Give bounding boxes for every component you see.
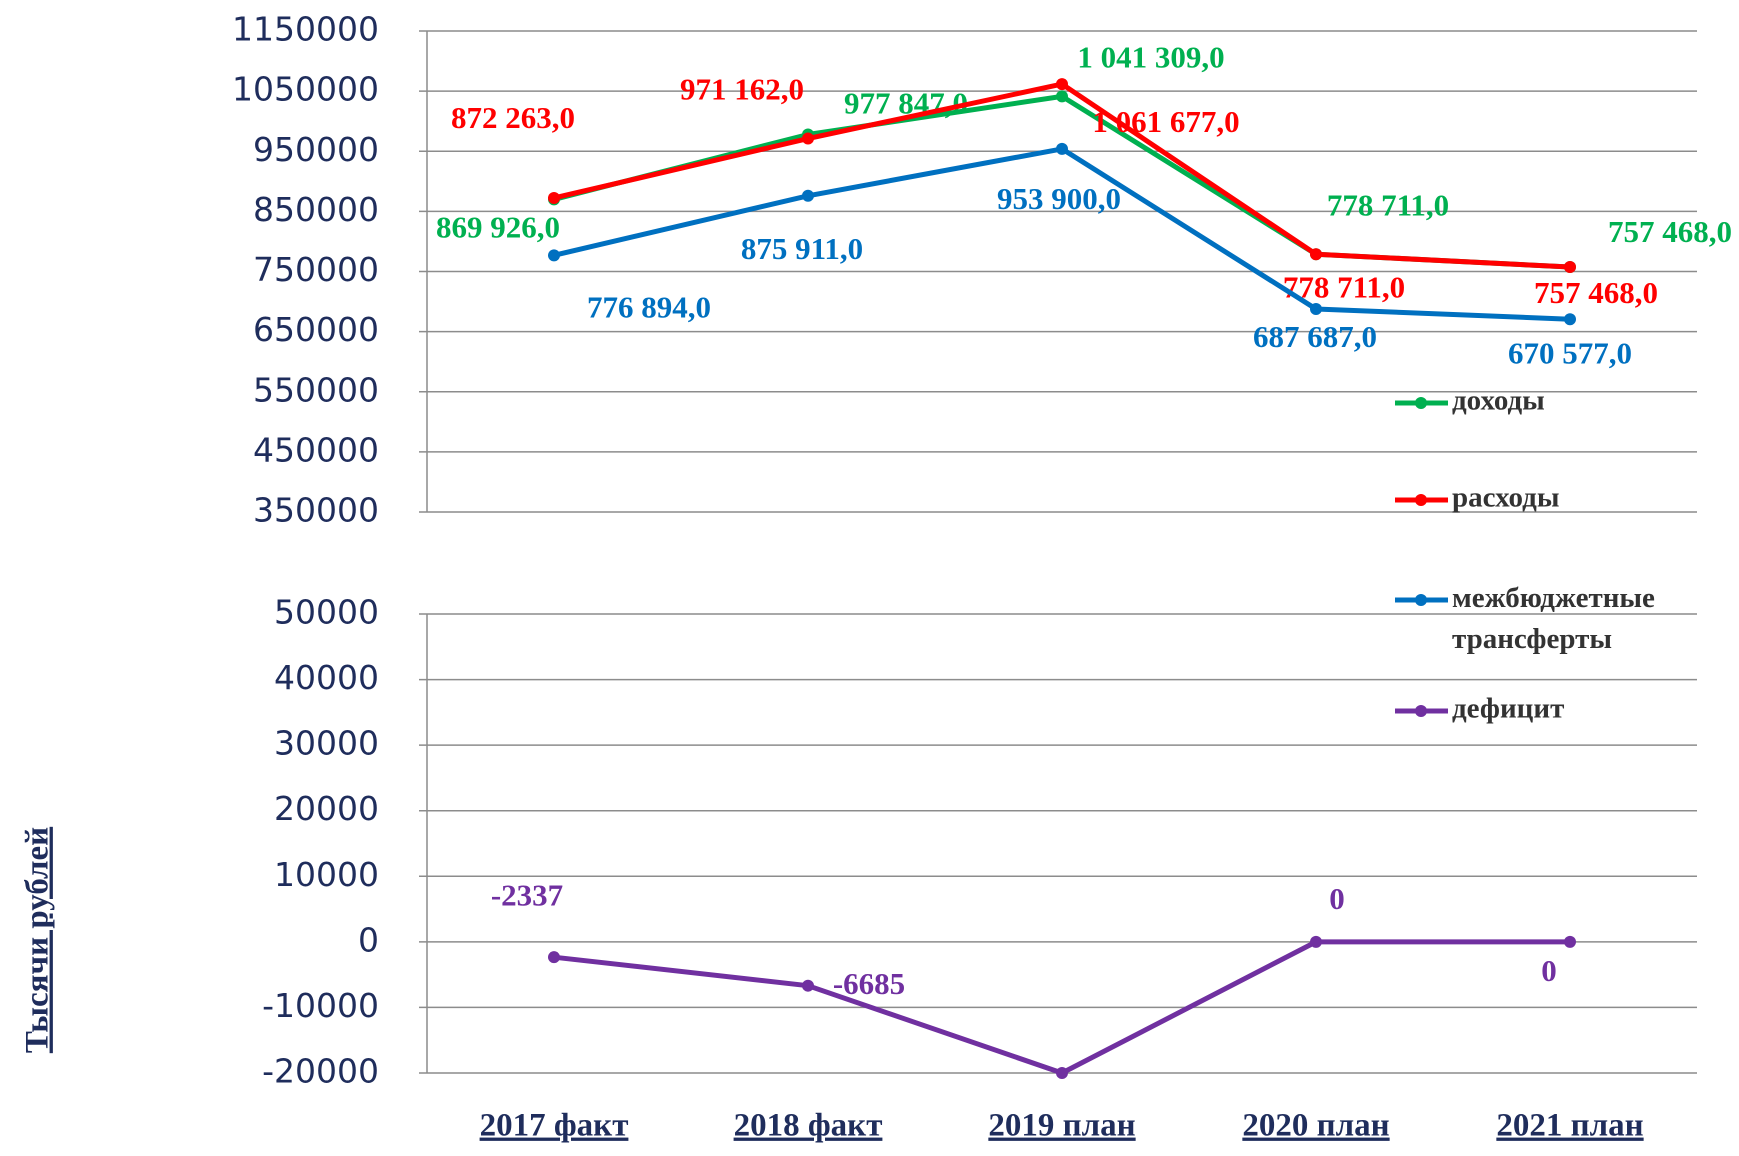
legend-marker — [1415, 594, 1427, 606]
y-tick-label: 1050000 — [232, 70, 379, 109]
y-tick-label: 50000 — [274, 593, 379, 632]
y-tick-label: 40000 — [274, 658, 379, 697]
marker — [1056, 1067, 1068, 1079]
y-tick-label: -20000 — [262, 1052, 379, 1091]
x-tick-label: 2019 план — [988, 1108, 1135, 1144]
marker — [1310, 248, 1322, 261]
x-tick-label: 2017 факт — [480, 1108, 629, 1144]
marker — [548, 951, 560, 964]
data-label: 776 894,0 — [587, 289, 711, 324]
y-tick-label: -10000 — [262, 986, 379, 1025]
marker — [802, 979, 814, 992]
y-axis-label: Тысячи рублей — [20, 827, 56, 1053]
marker — [802, 189, 814, 202]
data-label: 1 061 677,0 — [1092, 104, 1239, 139]
marker — [1056, 78, 1068, 91]
legend-label: расходы — [1452, 482, 1560, 514]
y-tick-label: 650000 — [253, 310, 379, 349]
marker — [1056, 142, 1068, 155]
legend-marker — [1415, 494, 1427, 506]
data-label: 0 — [1329, 881, 1345, 916]
y-tick-label: 350000 — [253, 491, 379, 530]
marker — [1056, 90, 1068, 103]
data-label: 872 263,0 — [451, 100, 575, 135]
data-label: 0 — [1541, 953, 1557, 988]
data-label: 869 926,0 — [436, 210, 560, 245]
marker — [1310, 935, 1322, 948]
marker — [1564, 935, 1576, 948]
x-tick-label: 2020 план — [1242, 1108, 1389, 1144]
y-tick-label: 30000 — [274, 724, 379, 763]
y-tick-label: 0 — [358, 920, 379, 959]
y-tick-label: 950000 — [253, 130, 379, 169]
data-label: -2337 — [491, 877, 563, 912]
data-label: 977 847,0 — [844, 86, 968, 121]
y-tick-label: 1150000 — [232, 10, 379, 49]
data-label: 778 711,0 — [1327, 187, 1449, 222]
marker — [548, 191, 560, 204]
marker — [1564, 261, 1576, 274]
data-label: -6685 — [833, 966, 905, 1001]
data-label: 1 041 309,0 — [1077, 39, 1224, 74]
marker — [1564, 313, 1576, 326]
series-line — [553, 81, 1571, 270]
data-label: 953 900,0 — [997, 181, 1121, 216]
data-label: 670 577,0 — [1508, 335, 1632, 370]
y-tick-label: 750000 — [253, 250, 379, 289]
y-tick-label: 850000 — [253, 190, 379, 229]
marker — [1310, 302, 1322, 315]
data-label: 757 468,0 — [1534, 275, 1658, 310]
data-label: 757 468,0 — [1608, 214, 1732, 249]
data-label: 971 162,0 — [680, 72, 804, 107]
y-tick-label: 550000 — [253, 370, 379, 409]
legend-marker — [1415, 397, 1427, 409]
y-tick-label: 450000 — [253, 430, 379, 469]
data-label: 875 911,0 — [741, 231, 863, 266]
marker — [802, 132, 814, 145]
legend-label: межбюджетные трансферты — [1452, 582, 1655, 655]
x-tick-label: 2018 факт — [734, 1108, 883, 1144]
legend-marker — [1415, 705, 1427, 717]
legend-label: дефицит — [1452, 693, 1564, 725]
y-tick-label: 20000 — [274, 789, 379, 828]
x-tick-label: 2021 план — [1496, 1108, 1643, 1144]
data-label: 687 687,0 — [1253, 319, 1377, 354]
y-tick-label: 10000 — [274, 855, 379, 894]
legend-label: доходы — [1452, 385, 1545, 417]
marker — [548, 249, 560, 262]
